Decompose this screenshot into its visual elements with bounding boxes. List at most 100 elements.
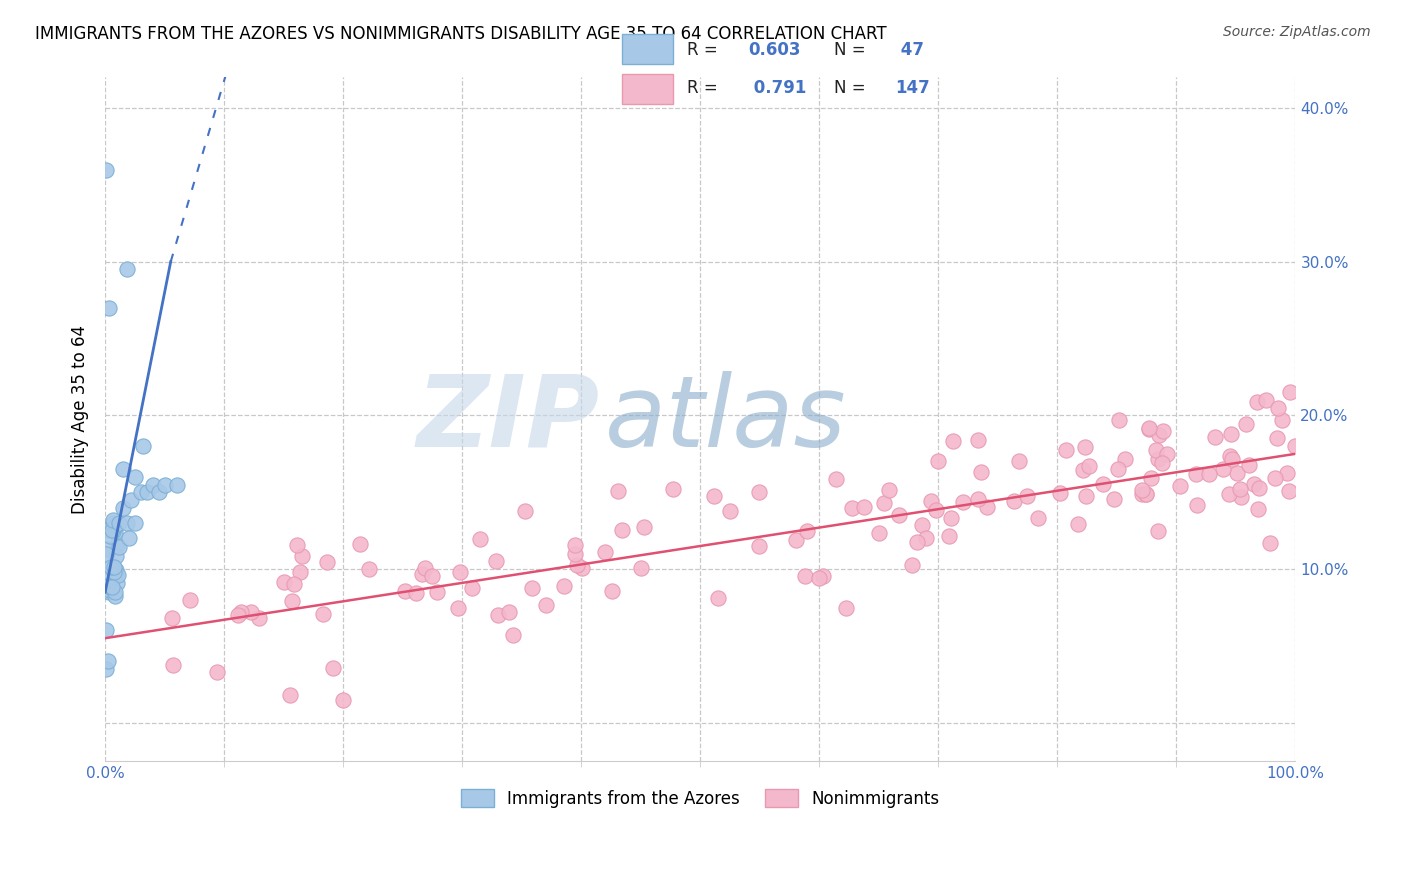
Text: Source: ZipAtlas.com: Source: ZipAtlas.com <box>1223 25 1371 39</box>
Point <box>104 524 127 539</box>
Point <box>411 566 433 581</box>
Point <box>142 477 165 491</box>
Point <box>357 562 380 576</box>
Point <box>273 575 295 590</box>
Point <box>101 580 124 594</box>
Point <box>1135 487 1157 501</box>
Point <box>132 439 155 453</box>
Point <box>166 477 188 491</box>
Point <box>129 485 152 500</box>
Point <box>498 605 520 619</box>
Point <box>1074 440 1097 454</box>
Point <box>602 583 624 598</box>
Point <box>520 581 543 595</box>
Point <box>748 539 770 553</box>
Point <box>718 504 741 518</box>
Point <box>564 538 586 552</box>
Point <box>942 434 965 448</box>
Point <box>285 539 308 553</box>
Point <box>1144 442 1167 457</box>
Point <box>115 262 138 277</box>
Point <box>162 611 184 625</box>
Point <box>124 470 146 484</box>
Point <box>706 591 728 605</box>
Point <box>593 544 616 558</box>
Point <box>1108 413 1130 427</box>
Point <box>108 516 131 530</box>
Point <box>901 558 924 573</box>
Text: 147: 147 <box>894 78 929 96</box>
Point <box>112 462 135 476</box>
Point <box>103 560 125 574</box>
Point <box>633 519 655 533</box>
Point <box>205 665 228 679</box>
Point <box>291 549 314 563</box>
Point <box>101 524 124 538</box>
Point <box>1254 392 1277 407</box>
Point <box>1156 447 1178 461</box>
Point <box>796 524 818 538</box>
Point <box>1147 524 1170 538</box>
Point <box>101 524 124 538</box>
Point <box>332 692 354 706</box>
Point <box>513 504 536 518</box>
Point <box>394 584 416 599</box>
Bar <box>623 35 672 64</box>
Text: R =: R = <box>688 78 723 96</box>
Point <box>630 560 652 574</box>
Point <box>96 541 118 556</box>
Text: 47: 47 <box>894 41 924 59</box>
Point <box>553 579 575 593</box>
Point <box>1130 483 1153 497</box>
Point <box>278 688 301 702</box>
Point <box>1071 463 1094 477</box>
Point <box>703 489 725 503</box>
Point <box>96 547 118 561</box>
Point <box>239 605 262 619</box>
Point <box>1015 490 1038 504</box>
Point <box>1107 462 1129 476</box>
Point <box>179 592 201 607</box>
Point <box>1220 451 1243 466</box>
Point <box>1137 422 1160 436</box>
Point <box>748 485 770 500</box>
Point <box>889 508 911 522</box>
Point <box>104 585 127 599</box>
Point <box>98 529 121 543</box>
Point <box>785 533 807 547</box>
Point <box>914 532 936 546</box>
Point <box>1187 499 1209 513</box>
Point <box>564 547 586 561</box>
Point <box>1247 502 1270 516</box>
Point <box>148 485 170 500</box>
Point <box>925 503 948 517</box>
Point <box>281 593 304 607</box>
Point <box>793 569 815 583</box>
Point <box>967 434 990 448</box>
Point <box>96 662 118 676</box>
Point <box>104 589 127 603</box>
Point <box>1152 424 1174 438</box>
Point <box>449 565 471 579</box>
Point <box>1130 487 1153 501</box>
Point <box>853 500 876 514</box>
Point <box>1246 395 1268 409</box>
Point <box>162 657 184 672</box>
Point <box>536 598 558 612</box>
Point <box>96 624 118 638</box>
Point <box>247 611 270 625</box>
Point <box>970 465 993 479</box>
Point <box>1149 428 1171 442</box>
Point <box>938 529 960 543</box>
Point <box>288 566 311 580</box>
Point <box>1219 450 1241 464</box>
Point <box>101 516 124 530</box>
Point <box>1243 477 1265 491</box>
Point <box>97 654 120 668</box>
Point <box>868 526 890 541</box>
Point <box>920 494 942 508</box>
Point <box>97 523 120 537</box>
Point <box>1054 442 1077 457</box>
Point <box>153 477 176 491</box>
Point <box>96 162 118 177</box>
